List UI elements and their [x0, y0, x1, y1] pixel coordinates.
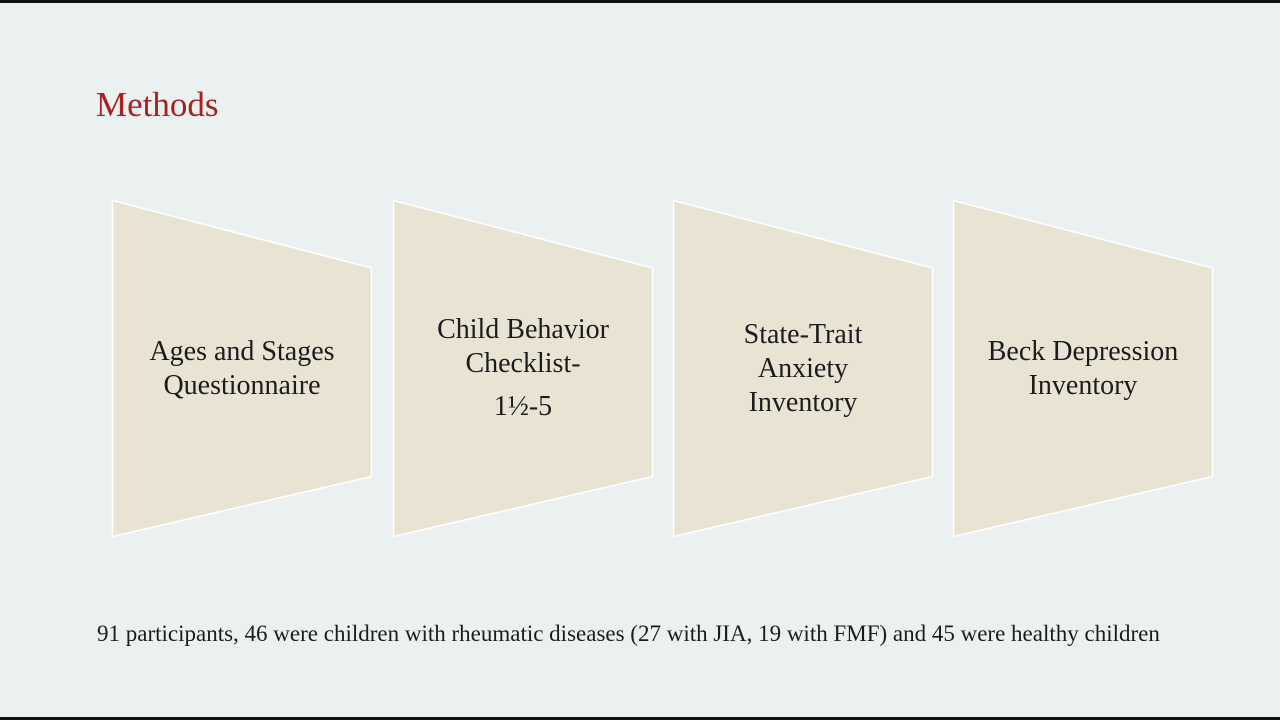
letterbox-bottom-bar — [0, 717, 1280, 720]
method-panel-text: Child Behavior Checklist- 1½-5 — [392, 198, 654, 539]
method-label: Child Behavior Checklist- — [437, 314, 609, 379]
method-panel-text: Beck Depression Inventory — [952, 198, 1214, 539]
method-panel-cbcl: Child Behavior Checklist- 1½-5 — [392, 198, 654, 539]
method-label: State-Trait Anxiety Inventory — [743, 318, 863, 418]
participants-note: 91 participants, 46 were children with r… — [97, 621, 1160, 646]
letterbox-top-bar — [0, 0, 1280, 3]
method-panel-bdi: Beck Depression Inventory — [952, 198, 1214, 539]
method-panel-ages-stages: Ages and Stages Questionnaire — [111, 198, 373, 539]
method-panel-text: Ages and Stages Questionnaire — [111, 198, 373, 539]
method-panel-text: State-Trait Anxiety Inventory — [672, 198, 934, 539]
perspective-panel-shape — [672, 199, 934, 538]
method-panel-stai: State-Trait Anxiety Inventory — [672, 198, 934, 539]
perspective-panel-shape — [952, 199, 1214, 538]
method-label: Beck Depression Inventory — [987, 335, 1179, 401]
slide-title: Methods — [96, 85, 219, 124]
perspective-panel-shape — [111, 199, 373, 538]
perspective-panel-shape — [392, 199, 654, 538]
method-sublabel: 1½-5 — [493, 391, 553, 422]
method-label: Ages and Stages Questionnaire — [149, 335, 335, 401]
